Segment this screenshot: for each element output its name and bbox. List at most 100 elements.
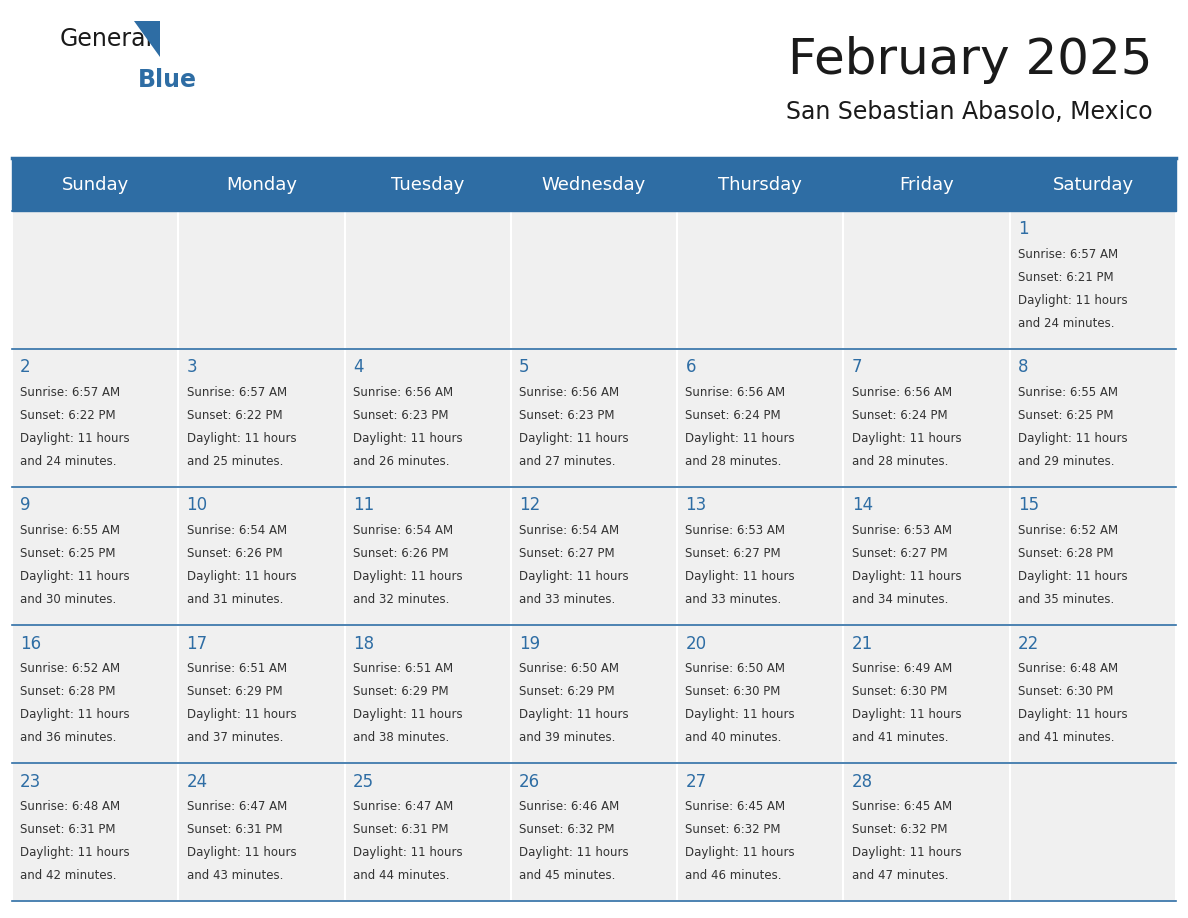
Bar: [12, 158, 1176, 211]
Text: Sunrise: 6:57 AM: Sunrise: 6:57 AM: [20, 386, 120, 399]
Text: Sunset: 6:29 PM: Sunset: 6:29 PM: [187, 685, 282, 698]
Text: Daylight: 11 hours: Daylight: 11 hours: [187, 431, 296, 445]
Text: Friday: Friday: [899, 175, 954, 194]
Text: Sunrise: 6:47 AM: Sunrise: 6:47 AM: [353, 800, 453, 813]
Bar: [12, 625, 178, 764]
Text: 2: 2: [20, 358, 31, 376]
Bar: [12, 211, 178, 349]
Text: Sunrise: 6:56 AM: Sunrise: 6:56 AM: [852, 386, 952, 399]
Bar: [677, 349, 843, 487]
Text: and 34 minutes.: and 34 minutes.: [852, 593, 948, 606]
Text: 28: 28: [852, 773, 873, 790]
Text: Daylight: 11 hours: Daylight: 11 hours: [187, 570, 296, 583]
Text: Daylight: 11 hours: Daylight: 11 hours: [1018, 294, 1127, 307]
Text: and 43 minutes.: and 43 minutes.: [187, 869, 283, 882]
Text: and 33 minutes.: and 33 minutes.: [685, 593, 782, 606]
Text: Sunrise: 6:54 AM: Sunrise: 6:54 AM: [519, 524, 619, 537]
Text: and 28 minutes.: and 28 minutes.: [852, 454, 948, 468]
Bar: [511, 349, 677, 487]
Text: and 33 minutes.: and 33 minutes.: [519, 593, 615, 606]
Polygon shape: [134, 21, 160, 57]
Text: Daylight: 11 hours: Daylight: 11 hours: [852, 846, 961, 859]
Text: and 24 minutes.: and 24 minutes.: [1018, 317, 1114, 330]
Text: Sunset: 6:22 PM: Sunset: 6:22 PM: [20, 409, 115, 422]
Text: Sunset: 6:31 PM: Sunset: 6:31 PM: [20, 823, 115, 836]
Text: Sunrise: 6:47 AM: Sunrise: 6:47 AM: [187, 800, 286, 813]
Text: Blue: Blue: [138, 68, 197, 92]
Bar: [1010, 349, 1176, 487]
Text: Daylight: 11 hours: Daylight: 11 hours: [519, 846, 628, 859]
Text: Sunrise: 6:49 AM: Sunrise: 6:49 AM: [852, 662, 952, 675]
Text: Sunrise: 6:53 AM: Sunrise: 6:53 AM: [852, 524, 952, 537]
Text: 15: 15: [1018, 497, 1040, 514]
Text: Daylight: 11 hours: Daylight: 11 hours: [852, 708, 961, 721]
Text: and 45 minutes.: and 45 minutes.: [519, 869, 615, 882]
Bar: [12, 487, 178, 625]
Text: Sunset: 6:27 PM: Sunset: 6:27 PM: [685, 547, 781, 560]
Text: Daylight: 11 hours: Daylight: 11 hours: [353, 431, 462, 445]
Text: Sunset: 6:29 PM: Sunset: 6:29 PM: [353, 685, 448, 698]
Text: and 24 minutes.: and 24 minutes.: [20, 454, 116, 468]
Text: and 26 minutes.: and 26 minutes.: [353, 454, 449, 468]
Text: Daylight: 11 hours: Daylight: 11 hours: [852, 570, 961, 583]
Text: Sunset: 6:32 PM: Sunset: 6:32 PM: [685, 823, 781, 836]
Text: Daylight: 11 hours: Daylight: 11 hours: [685, 431, 795, 445]
Text: Sunset: 6:27 PM: Sunset: 6:27 PM: [852, 547, 947, 560]
Text: Sunset: 6:25 PM: Sunset: 6:25 PM: [20, 547, 115, 560]
Text: 13: 13: [685, 497, 707, 514]
Bar: [677, 487, 843, 625]
Text: 26: 26: [519, 773, 541, 790]
Text: 11: 11: [353, 497, 374, 514]
Bar: [843, 625, 1010, 764]
Text: Sunset: 6:28 PM: Sunset: 6:28 PM: [1018, 547, 1113, 560]
Text: Daylight: 11 hours: Daylight: 11 hours: [20, 708, 129, 721]
Text: San Sebastian Abasolo, Mexico: San Sebastian Abasolo, Mexico: [785, 100, 1152, 124]
Bar: [677, 211, 843, 349]
Text: Sunrise: 6:53 AM: Sunrise: 6:53 AM: [685, 524, 785, 537]
Text: 5: 5: [519, 358, 530, 376]
Text: Sunset: 6:32 PM: Sunset: 6:32 PM: [519, 823, 614, 836]
Text: 27: 27: [685, 773, 707, 790]
Bar: [511, 211, 677, 349]
Text: Sunrise: 6:52 AM: Sunrise: 6:52 AM: [1018, 524, 1118, 537]
Text: and 25 minutes.: and 25 minutes.: [187, 454, 283, 468]
Text: and 36 minutes.: and 36 minutes.: [20, 731, 116, 744]
Text: and 39 minutes.: and 39 minutes.: [519, 731, 615, 744]
Text: Sunrise: 6:51 AM: Sunrise: 6:51 AM: [187, 662, 286, 675]
Bar: [1010, 211, 1176, 349]
Text: 22: 22: [1018, 634, 1040, 653]
Text: Sunrise: 6:45 AM: Sunrise: 6:45 AM: [852, 800, 952, 813]
Text: Daylight: 11 hours: Daylight: 11 hours: [519, 431, 628, 445]
Text: Daylight: 11 hours: Daylight: 11 hours: [685, 846, 795, 859]
Text: 6: 6: [685, 358, 696, 376]
Bar: [345, 764, 511, 901]
Bar: [178, 487, 345, 625]
Text: and 27 minutes.: and 27 minutes.: [519, 454, 615, 468]
Text: Sunrise: 6:48 AM: Sunrise: 6:48 AM: [20, 800, 120, 813]
Text: 12: 12: [519, 497, 541, 514]
Text: Sunset: 6:26 PM: Sunset: 6:26 PM: [187, 547, 282, 560]
Text: Sunrise: 6:46 AM: Sunrise: 6:46 AM: [519, 800, 619, 813]
Bar: [843, 487, 1010, 625]
Text: Sunrise: 6:55 AM: Sunrise: 6:55 AM: [20, 524, 120, 537]
Text: Sunrise: 6:50 AM: Sunrise: 6:50 AM: [519, 662, 619, 675]
Text: Daylight: 11 hours: Daylight: 11 hours: [1018, 431, 1127, 445]
Bar: [178, 625, 345, 764]
Text: Sunday: Sunday: [62, 175, 128, 194]
Text: Wednesday: Wednesday: [542, 175, 646, 194]
Text: Sunrise: 6:54 AM: Sunrise: 6:54 AM: [353, 524, 453, 537]
Text: 16: 16: [20, 634, 42, 653]
Bar: [843, 211, 1010, 349]
Text: Thursday: Thursday: [719, 175, 802, 194]
Text: Sunrise: 6:51 AM: Sunrise: 6:51 AM: [353, 662, 453, 675]
Text: and 40 minutes.: and 40 minutes.: [685, 731, 782, 744]
Text: Sunset: 6:31 PM: Sunset: 6:31 PM: [353, 823, 448, 836]
Text: Sunrise: 6:57 AM: Sunrise: 6:57 AM: [187, 386, 286, 399]
Text: Sunset: 6:32 PM: Sunset: 6:32 PM: [852, 823, 947, 836]
Text: Sunset: 6:24 PM: Sunset: 6:24 PM: [685, 409, 781, 422]
Text: Daylight: 11 hours: Daylight: 11 hours: [1018, 708, 1127, 721]
Text: and 37 minutes.: and 37 minutes.: [187, 731, 283, 744]
Text: 25: 25: [353, 773, 374, 790]
Bar: [1010, 764, 1176, 901]
Text: Sunset: 6:22 PM: Sunset: 6:22 PM: [187, 409, 282, 422]
